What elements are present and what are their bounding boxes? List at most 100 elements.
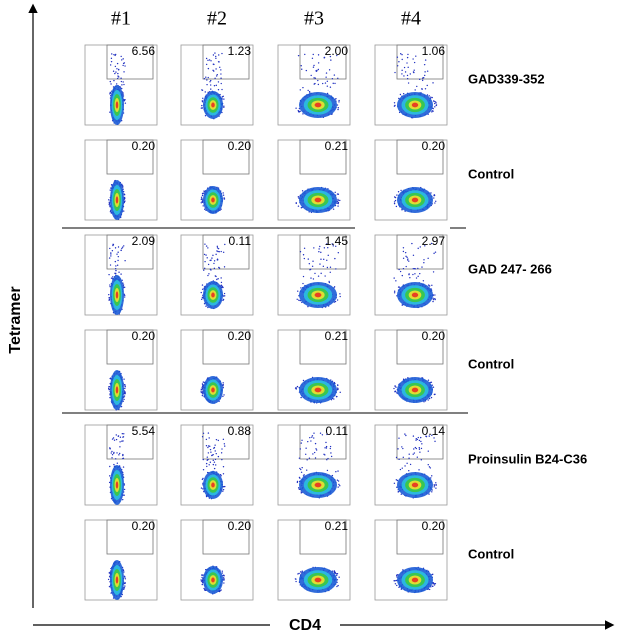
event-dot bbox=[207, 59, 209, 62]
event-dot bbox=[201, 296, 204, 299]
density bbox=[211, 292, 215, 298]
event-dot bbox=[221, 448, 223, 450]
event-dot bbox=[121, 440, 123, 442]
event-dot bbox=[203, 269, 205, 271]
event-dot bbox=[408, 260, 410, 262]
event-dot bbox=[109, 80, 112, 83]
event-dot bbox=[117, 75, 119, 77]
event-dot bbox=[118, 271, 120, 273]
event-dot bbox=[434, 294, 436, 296]
event-dot bbox=[200, 487, 203, 489]
event-dot bbox=[418, 446, 420, 449]
gate-value: 0.20 bbox=[228, 519, 252, 533]
event-dot bbox=[204, 208, 206, 210]
event-dot bbox=[200, 202, 202, 204]
event-dot bbox=[108, 297, 110, 299]
event-dot bbox=[299, 299, 301, 302]
event-dot bbox=[308, 263, 311, 265]
event-dot bbox=[423, 259, 425, 261]
event-dot bbox=[307, 89, 309, 92]
event-dot bbox=[394, 196, 397, 199]
event-dot bbox=[201, 386, 203, 389]
event-dot bbox=[393, 105, 396, 107]
event-dot bbox=[393, 277, 395, 279]
event-dot bbox=[201, 104, 203, 107]
event-dot bbox=[117, 435, 120, 437]
event-dot bbox=[311, 57, 314, 59]
event-dot bbox=[206, 456, 209, 458]
event-dot bbox=[435, 482, 437, 484]
event-dot bbox=[321, 434, 324, 436]
gate-value: 0.20 bbox=[132, 519, 156, 533]
column-header: #4 bbox=[401, 8, 421, 30]
event-dot bbox=[203, 587, 205, 590]
event-dot bbox=[124, 391, 126, 393]
event-dot bbox=[399, 93, 402, 96]
event-dot bbox=[329, 445, 332, 448]
event-dot bbox=[113, 53, 115, 56]
event-dot bbox=[202, 458, 204, 461]
event-dot bbox=[221, 285, 224, 287]
event-dot bbox=[208, 437, 210, 439]
density bbox=[411, 577, 419, 583]
event-dot bbox=[200, 298, 203, 301]
density bbox=[411, 197, 419, 203]
event-dot bbox=[428, 285, 431, 287]
event-dot bbox=[403, 75, 405, 77]
row-label: Control bbox=[468, 546, 514, 561]
event-dot bbox=[123, 395, 126, 397]
gate bbox=[396, 329, 444, 365]
event-dot bbox=[337, 252, 340, 254]
event-dot bbox=[404, 433, 406, 435]
event-dot bbox=[109, 285, 111, 288]
event-dot bbox=[122, 210, 125, 212]
event-dot bbox=[331, 243, 333, 245]
event-dot bbox=[295, 202, 297, 205]
event-dot bbox=[300, 287, 302, 289]
event-dot bbox=[319, 432, 322, 434]
event-dot bbox=[428, 588, 431, 591]
event-dot bbox=[302, 113, 304, 115]
event-dot bbox=[300, 396, 302, 399]
event-dot bbox=[313, 64, 315, 67]
event-dot bbox=[337, 470, 339, 472]
event-dot bbox=[114, 72, 116, 75]
event-dot bbox=[415, 437, 417, 440]
event-dot bbox=[223, 198, 226, 200]
event-dot bbox=[205, 445, 208, 447]
event-dot bbox=[336, 54, 338, 57]
density bbox=[411, 482, 419, 488]
event-dot bbox=[435, 487, 437, 489]
event-dot bbox=[396, 584, 398, 587]
gate-value: 1.06 bbox=[422, 44, 446, 58]
event-dot bbox=[201, 200, 204, 203]
event-dot bbox=[201, 393, 204, 395]
event-dot bbox=[299, 251, 302, 253]
event-dot bbox=[337, 205, 339, 207]
event-dot bbox=[220, 82, 222, 85]
event-dot bbox=[214, 77, 216, 80]
event-dot bbox=[326, 243, 328, 245]
event-dot bbox=[113, 451, 115, 454]
event-dot bbox=[201, 478, 204, 481]
event-dot bbox=[109, 396, 111, 399]
event-dot bbox=[122, 64, 124, 67]
event-dot bbox=[336, 573, 339, 575]
event-dot bbox=[314, 442, 317, 445]
row-label: Proinsulin B24-C36 bbox=[468, 451, 587, 466]
event-dot bbox=[109, 247, 111, 250]
event-dot bbox=[200, 196, 203, 199]
event-dot bbox=[395, 386, 397, 388]
plots: #1 #2 #3 #4 GAD339-352 6.56 1.23 2.00 1.06 Contro… bbox=[84, 8, 587, 601]
event-dot bbox=[120, 249, 122, 252]
gate-value: 0.11 bbox=[229, 234, 252, 248]
event-dot bbox=[312, 53, 314, 56]
event-dot bbox=[124, 296, 126, 298]
gate-value: 5.54 bbox=[132, 424, 156, 438]
event-dot bbox=[426, 84, 428, 87]
event-dot bbox=[122, 436, 125, 438]
event-dot bbox=[326, 85, 329, 87]
event-dot bbox=[418, 469, 420, 471]
event-dot bbox=[108, 481, 111, 484]
event-dot bbox=[124, 294, 126, 297]
